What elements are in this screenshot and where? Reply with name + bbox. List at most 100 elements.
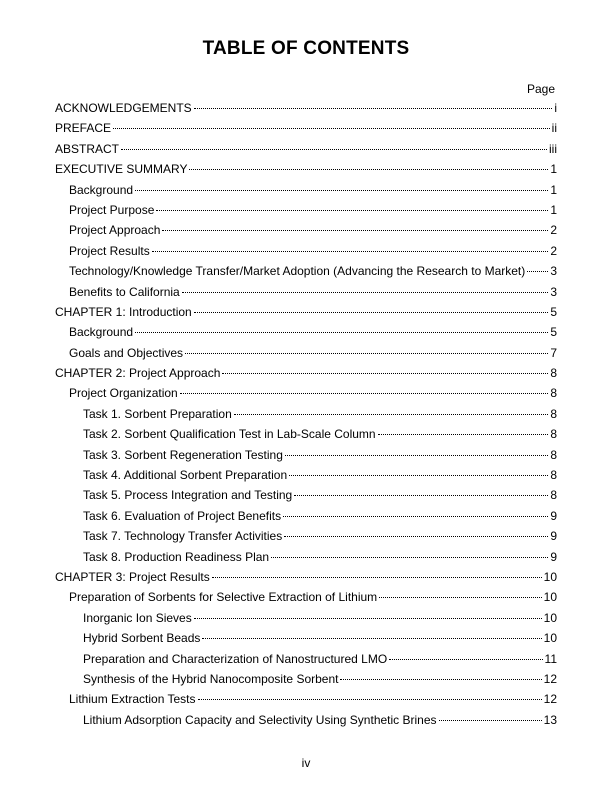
page-column-header: Page [55,82,557,96]
toc-entry: CHAPTER 2: Project Approach 8 [55,367,557,379]
toc-entry-page: 1 [550,163,557,175]
toc-entry-page: 11 [545,653,557,665]
toc-entry-page: 8 [550,387,557,399]
toc-entry: Project Purpose 1 [55,204,557,216]
toc-leader-dots [156,210,548,211]
toc-entry: Project Organization8 [55,387,557,399]
toc-entry-label: Inorganic Ion Sieves [83,612,192,624]
toc-entry-page: 10 [544,571,557,583]
toc-entry-label: CHAPTER 3: Project Results [55,571,210,583]
toc-entry-label: Project Purpose [69,204,154,216]
toc-entry: Synthesis of the Hybrid Nanocomposite So… [55,673,557,685]
toc-entry: Task 8. Production Readiness Plan9 [55,551,557,563]
toc-entry-page: 10 [544,612,557,624]
document-page: TABLE OF CONTENTS Page ACKNOWLEDGEMENTS i… [0,0,612,792]
toc-entry-label: EXECUTIVE SUMMARY [55,163,187,175]
toc-entry-label: Background [69,326,133,338]
toc-entry: Lithium Extraction Tests12 [55,693,557,705]
toc-entry-label: Benefits to California [69,286,180,298]
toc-entry-page: 8 [550,408,557,420]
toc-entry-page: 3 [550,265,557,277]
toc-entry-label: PREFACE [55,122,111,134]
toc-leader-dots [121,149,547,150]
toc-leader-dots [194,108,553,109]
toc-entry: Background 5 [55,326,557,338]
page-title: TABLE OF CONTENTS [55,38,557,60]
toc-entry: Inorganic Ion Sieves 10 [55,612,557,624]
toc-entry-label: Task 3. Sorbent Regeneration Testing [83,449,283,461]
toc-entry-page: 9 [550,510,557,522]
toc-entry-page: 8 [550,367,557,379]
toc-leader-dots [378,434,549,435]
toc-entry-label: Hybrid Sorbent Beads [83,632,200,644]
toc-leader-dots [285,455,548,456]
toc-entry: Preparation and Characterization of Nano… [55,653,557,665]
toc-leader-dots [222,373,548,374]
toc-entry-label: Background [69,184,133,196]
toc-leader-dots [234,414,549,415]
toc-entry-page: 9 [550,530,557,542]
toc-entry: Goals and Objectives7 [55,347,557,359]
toc-entry: Task 3. Sorbent Regeneration Testing 8 [55,449,557,461]
toc-entry: Background1 [55,184,557,196]
toc-entry-page: 8 [550,449,557,461]
toc-entry: Task 4. Additional Sorbent Preparation8 [55,469,557,481]
toc-leader-dots [294,495,548,496]
toc-entry-page: 12 [544,673,557,685]
toc-entry-page: 8 [550,469,557,481]
toc-entry: Task 7. Technology Transfer Activities9 [55,530,557,542]
toc-entry: ACKNOWLEDGEMENTS i [55,102,557,114]
toc-entry-label: Task 5. Process Integration and Testing [83,489,292,501]
toc-entry: Benefits to California3 [55,286,557,298]
toc-entry: CHAPTER 3: Project Results 10 [55,571,557,583]
toc-entry: EXECUTIVE SUMMARY 1 [55,163,557,175]
toc-entry: Hybrid Sorbent Beads 10 [55,632,557,644]
toc-leader-dots [202,638,541,639]
toc-entry-label: Project Results [69,245,150,257]
toc-entry-label: Technology/Knowledge Transfer/Market Ado… [69,265,525,277]
toc-entry-page: 5 [550,306,557,318]
toc-leader-dots [527,271,548,272]
toc-leader-dots [389,659,542,660]
toc-leader-dots [289,475,548,476]
toc-leader-dots [283,516,548,517]
toc-entry-page: 10 [544,632,557,644]
toc-entry: Task 1. Sorbent Preparation 8 [55,408,557,420]
toc-entry-label: Task 6. Evaluation of Project Benefits [83,510,281,522]
toc-leader-dots [182,292,549,293]
toc-entry-page: 5 [550,326,557,338]
toc-entry-page: 1 [550,204,557,216]
toc-entry-page: iii [549,143,557,155]
toc-entry: Task 5. Process Integration and Testing 8 [55,489,557,501]
toc-entry-label: Task 1. Sorbent Preparation [83,408,232,420]
toc-entry-label: CHAPTER 1: Introduction [55,306,192,318]
toc-entry: Lithium Adsorption Capacity and Selectiv… [55,714,557,726]
toc-leader-dots [189,169,548,170]
toc-entry-page: 9 [550,551,557,563]
toc-entry-page: 2 [550,245,557,257]
toc-leader-dots [439,720,542,721]
toc-entry: Preparation of Sorbents for Selective Ex… [55,591,557,603]
toc-entry-page: 2 [550,224,557,236]
toc-entry-label: Preparation and Characterization of Nano… [83,653,387,665]
toc-entry-page: 8 [550,489,557,501]
toc-entry-label: ABSTRACT [55,143,119,155]
toc-entry-label: Task 2. Sorbent Qualification Test in La… [83,428,376,440]
toc-leader-dots [180,393,549,394]
toc-entry: Technology/Knowledge Transfer/Market Ado… [55,265,557,277]
toc-leader-dots [135,332,548,333]
toc-leader-dots [212,577,542,578]
toc-entry-label: Preparation of Sorbents for Selective Ex… [69,591,377,603]
toc-entry-label: ACKNOWLEDGEMENTS [55,102,192,114]
toc-leader-dots [135,190,548,191]
toc-leader-dots [340,679,541,680]
toc-entry: ABSTRACT iii [55,143,557,155]
toc-entry: PREFACE ii [55,122,557,134]
toc-entry-page: i [554,102,557,114]
toc-entry-page: 10 [544,591,557,603]
toc-entry-page: ii [552,122,557,134]
toc-entry-page: 8 [550,428,557,440]
toc-entry: CHAPTER 1: Introduction 5 [55,306,557,318]
toc-entry: Task 2. Sorbent Qualification Test in La… [55,428,557,440]
toc-entry-label: CHAPTER 2: Project Approach [55,367,220,379]
